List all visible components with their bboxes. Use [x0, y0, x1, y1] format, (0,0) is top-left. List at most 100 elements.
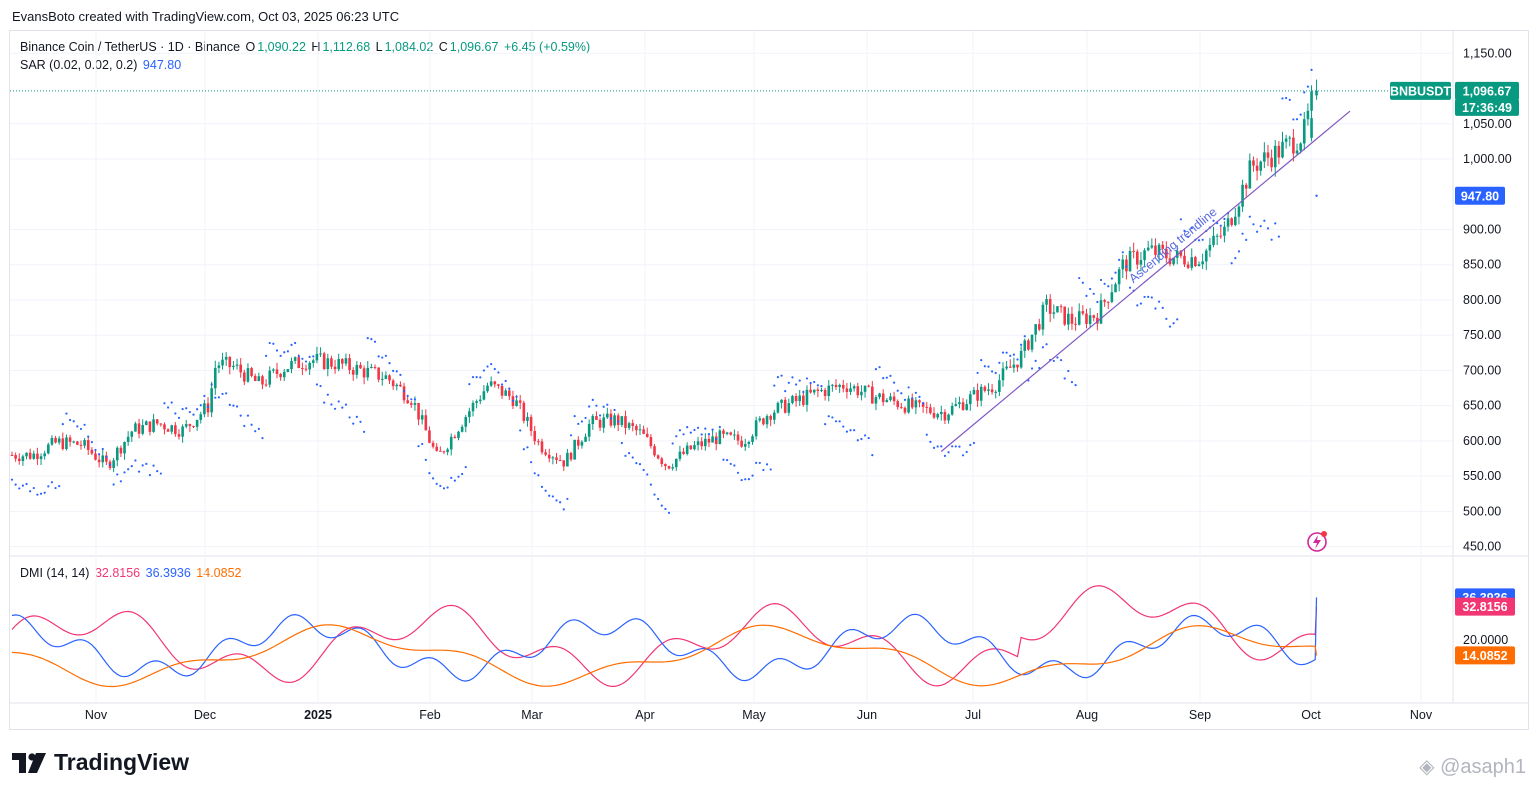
candle-body[interactable] — [776, 402, 780, 413]
candle-body[interactable] — [827, 385, 831, 397]
candle-body[interactable] — [1077, 311, 1081, 325]
candle-body[interactable] — [878, 393, 881, 398]
candle-body[interactable] — [1114, 284, 1117, 293]
candle-body[interactable] — [21, 456, 25, 462]
candle-body[interactable] — [377, 367, 380, 380]
candle-body[interactable] — [195, 419, 199, 427]
candle-body[interactable] — [257, 376, 261, 381]
candle-body[interactable] — [105, 455, 108, 462]
candle-body[interactable] — [304, 368, 308, 370]
candle-body[interactable] — [809, 389, 812, 393]
candle-body[interactable] — [203, 403, 206, 415]
candle-body[interactable] — [834, 384, 838, 387]
candle-body[interactable] — [188, 424, 192, 427]
candle-body[interactable] — [983, 386, 987, 391]
candle-body[interactable] — [261, 376, 264, 385]
candle-body[interactable] — [137, 423, 141, 434]
candle-body[interactable] — [954, 404, 958, 407]
candle-body[interactable] — [783, 399, 787, 413]
candle-body[interactable] — [1016, 364, 1019, 368]
candle-body[interactable] — [1223, 226, 1226, 236]
candle-body[interactable] — [65, 437, 68, 449]
candle-body[interactable] — [493, 381, 497, 385]
candle-body[interactable] — [1146, 247, 1150, 251]
candle-body[interactable] — [841, 384, 845, 389]
candle-body[interactable] — [1252, 160, 1255, 166]
candle-body[interactable] — [279, 374, 282, 378]
candle-body[interactable] — [950, 406, 954, 415]
candle-body[interactable] — [235, 364, 239, 366]
candle-body[interactable] — [1266, 152, 1270, 158]
candle-body[interactable] — [97, 459, 101, 463]
lightning-icon[interactable] — [1307, 531, 1327, 552]
candle-body[interactable] — [1204, 250, 1208, 262]
candle-body[interactable] — [464, 417, 468, 427]
candle-body[interactable] — [1172, 257, 1175, 265]
candle-body[interactable] — [119, 447, 123, 454]
candle-body[interactable] — [1019, 350, 1023, 368]
candle-body[interactable] — [820, 389, 823, 391]
candle-body[interactable] — [370, 366, 373, 368]
candle-body[interactable] — [1241, 184, 1244, 207]
candle-body[interactable] — [852, 386, 856, 389]
candle-body[interactable] — [286, 369, 290, 372]
candle-body[interactable] — [787, 403, 791, 413]
candle-body[interactable] — [497, 384, 500, 386]
candle-body[interactable] — [576, 439, 580, 446]
candle-body[interactable] — [569, 452, 573, 460]
candle-body[interactable] — [1037, 324, 1041, 330]
candle-body[interactable] — [90, 449, 94, 454]
candle-body[interactable] — [36, 453, 39, 460]
candle-body[interactable] — [515, 400, 518, 407]
candle-body[interactable] — [780, 399, 783, 403]
candle-body[interactable] — [921, 402, 925, 407]
candle-body[interactable] — [355, 364, 359, 375]
candle-body[interactable] — [1219, 235, 1223, 237]
candle-body[interactable] — [1070, 313, 1074, 324]
candle-body[interactable] — [213, 367, 217, 389]
candle-body[interactable] — [155, 419, 159, 424]
candle-body[interactable] — [1008, 366, 1012, 368]
candle-body[interactable] — [667, 466, 671, 469]
candle-body[interactable] — [482, 391, 486, 400]
candle-body[interactable] — [802, 395, 805, 405]
candle-body[interactable] — [547, 454, 551, 459]
candle-body[interactable] — [380, 378, 384, 380]
candle-body[interactable] — [674, 458, 678, 468]
candle-body[interactable] — [733, 434, 736, 436]
candle-body[interactable] — [446, 449, 449, 453]
candle-body[interactable] — [540, 441, 544, 453]
candle-body[interactable] — [177, 434, 181, 437]
candle-body[interactable] — [199, 414, 203, 420]
candle-body[interactable] — [526, 416, 529, 421]
candle-body[interactable] — [522, 402, 526, 421]
candle-body[interactable] — [449, 436, 453, 450]
candle-body[interactable] — [47, 444, 50, 454]
candle-body[interactable] — [791, 396, 794, 404]
candle-body[interactable] — [1212, 235, 1215, 245]
candle-body[interactable] — [671, 467, 674, 469]
candle-body[interactable] — [558, 460, 562, 462]
candle-body[interactable] — [918, 400, 921, 403]
candle-body[interactable] — [1255, 165, 1259, 171]
candle-body[interactable] — [1052, 312, 1056, 314]
candle-body[interactable] — [740, 440, 743, 447]
candle-body[interactable] — [471, 402, 475, 412]
candle-body[interactable] — [682, 451, 685, 454]
candle-body[interactable] — [987, 389, 990, 391]
candle-body[interactable] — [812, 389, 816, 393]
candle-body[interactable] — [1027, 340, 1030, 350]
candle-body[interactable] — [642, 429, 645, 434]
candle-body[interactable] — [243, 372, 246, 382]
candle-body[interactable] — [337, 359, 340, 370]
candle-body[interactable] — [1194, 257, 1197, 266]
candle-body[interactable] — [359, 364, 362, 369]
candle-body[interactable] — [943, 412, 947, 421]
candle-body[interactable] — [217, 365, 221, 368]
candle-body[interactable] — [754, 420, 758, 437]
candle-body[interactable] — [555, 457, 558, 461]
candle-body[interactable] — [130, 431, 134, 437]
candle-body[interactable] — [598, 419, 602, 428]
candle-body[interactable] — [224, 356, 228, 360]
candle-body[interactable] — [616, 415, 620, 425]
